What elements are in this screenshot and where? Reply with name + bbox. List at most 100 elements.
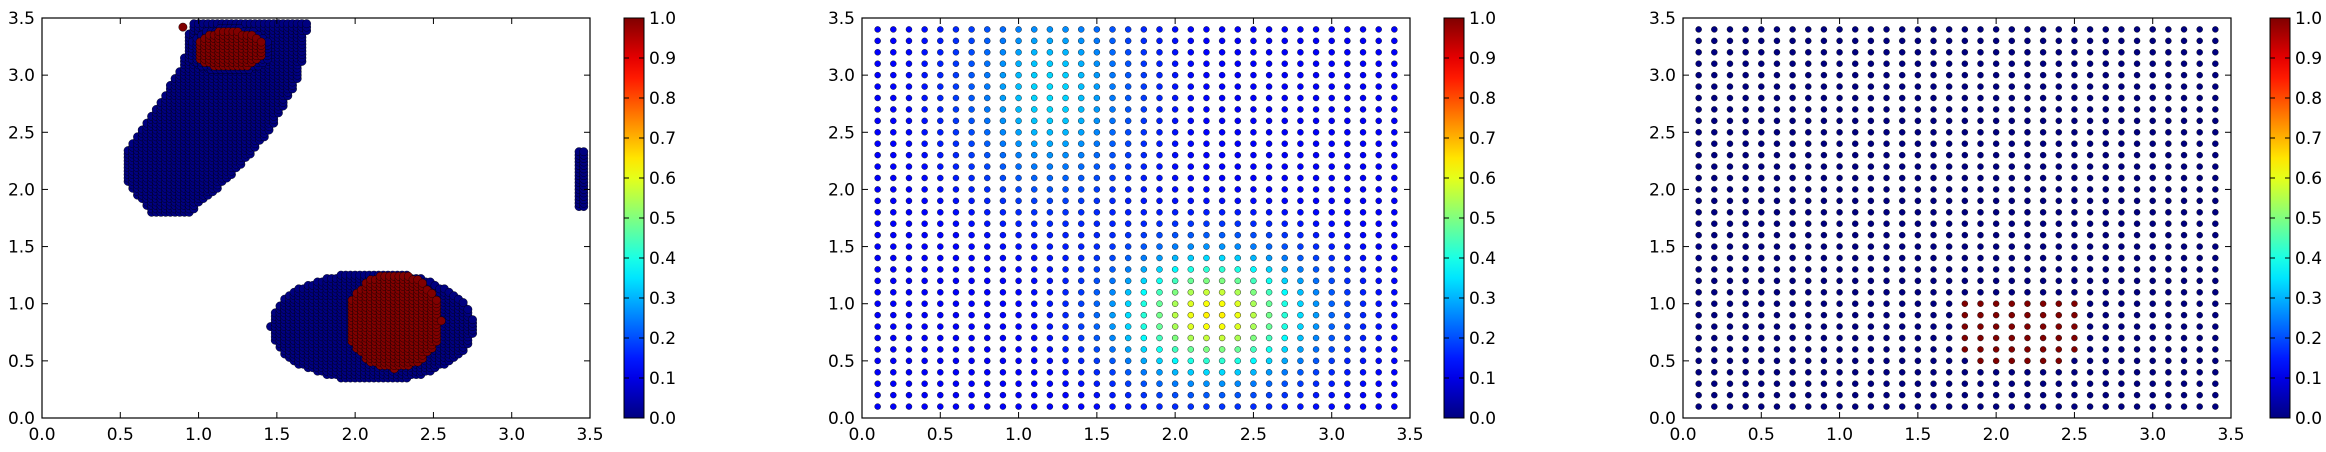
scatter-point <box>1742 163 1749 170</box>
data-points <box>874 26 1398 410</box>
scatter-point <box>1695 254 1702 262</box>
scatter-point <box>1758 403 1765 410</box>
scatter-point <box>1015 26 1022 33</box>
y-tick-label: 3.0 <box>8 66 35 86</box>
scatter-point <box>1140 289 1148 296</box>
scatter-point <box>1109 94 1116 102</box>
scatter-point <box>1344 186 1351 193</box>
scatter-point <box>1187 49 1195 56</box>
scatter-point <box>874 266 881 273</box>
colorbar: 0.00.10.20.30.40.50.60.70.80.91.0 <box>623 9 676 429</box>
scatter-point <box>1758 49 1765 56</box>
scatter-point <box>1391 186 1398 193</box>
scatter-point <box>905 163 913 170</box>
scatter-point <box>1391 334 1398 342</box>
scatter-point <box>874 277 881 285</box>
scatter-point <box>937 254 944 262</box>
scatter-point <box>1375 300 1382 307</box>
scatter-point <box>1234 37 1241 45</box>
scatter-point <box>1093 71 1101 79</box>
scatter-point <box>1187 140 1195 147</box>
scatter-point <box>1867 323 1875 330</box>
scatter-point <box>1031 311 1038 319</box>
scatter-point <box>874 380 881 387</box>
scatter-point <box>1867 49 1875 56</box>
scatter-point <box>1773 83 1781 90</box>
scatter-point <box>1344 174 1351 182</box>
scatter-point <box>1031 140 1038 147</box>
scatter-point <box>1218 71 1226 79</box>
scatter-point <box>1187 403 1195 410</box>
scatter-point <box>1805 334 1812 342</box>
scatter-point <box>1187 37 1195 45</box>
scatter-point <box>1031 403 1038 410</box>
scatter-point <box>1836 369 1843 376</box>
scatter-point <box>1742 94 1749 102</box>
scatter-point <box>1359 26 1367 33</box>
scatter-point <box>1312 129 1320 136</box>
scatter-point <box>999 209 1007 216</box>
scatter-point <box>1109 346 1116 353</box>
scatter-point <box>1297 197 1304 205</box>
scatter-point <box>984 71 991 79</box>
scatter-point <box>1109 380 1116 387</box>
scatter-point <box>1031 71 1038 79</box>
scatter-point <box>999 289 1007 296</box>
scatter-point <box>1391 71 1398 79</box>
scatter-point <box>1281 277 1288 285</box>
scatter-point <box>1391 174 1398 182</box>
scatter-point <box>1109 266 1116 273</box>
scatter-point <box>1391 357 1398 365</box>
scatter-point <box>1344 357 1351 365</box>
scatter-point <box>968 254 975 262</box>
scatter-point <box>1031 266 1038 273</box>
scatter-point <box>1883 266 1890 273</box>
scatter-point <box>1140 254 1148 262</box>
scatter-point <box>1773 254 1781 262</box>
scatter-point <box>999 197 1007 205</box>
scatter-point <box>905 60 913 67</box>
scatter-point <box>952 151 960 159</box>
scatter-point <box>952 403 960 410</box>
scatter-point <box>1124 266 1132 273</box>
scatter-point <box>1359 129 1367 136</box>
scatter-point <box>1124 140 1132 147</box>
scatter-point <box>937 334 944 342</box>
scatter-point <box>1109 209 1116 216</box>
scatter-point <box>1867 186 1875 193</box>
scatter-point <box>937 83 944 90</box>
scatter-point <box>890 311 897 319</box>
scatter-point <box>984 60 991 67</box>
scatter-point <box>1093 231 1101 239</box>
scatter-point <box>1742 311 1749 319</box>
scatter-point <box>1742 289 1749 296</box>
scatter-point <box>874 254 881 262</box>
scatter-point <box>1077 220 1085 227</box>
scatter-point <box>1187 220 1195 227</box>
scatter-point <box>1281 403 1288 410</box>
scatter-point <box>968 26 975 33</box>
scatter-point <box>1250 106 1257 113</box>
scatter-point <box>1297 83 1304 90</box>
scatter-point <box>1312 83 1320 90</box>
scatter-point <box>952 391 960 399</box>
scatter-point <box>1124 346 1132 353</box>
scatter-point <box>1124 129 1132 136</box>
scatter-point <box>1391 37 1398 45</box>
scatter-point <box>1836 346 1843 353</box>
scatter-point <box>921 277 928 285</box>
scatter-point <box>1234 26 1241 33</box>
scatter-point <box>890 94 897 102</box>
scatter-point <box>1867 83 1875 90</box>
scatter-point <box>1250 117 1257 125</box>
scatter-point <box>1187 60 1195 67</box>
scatter-point <box>1344 37 1351 45</box>
scatter-point <box>1015 369 1022 376</box>
scatter-point <box>1789 323 1796 330</box>
scatter-point <box>1773 106 1781 113</box>
scatter-point <box>1203 254 1210 262</box>
scatter-point <box>1265 266 1273 273</box>
scatter-point <box>1312 220 1320 227</box>
scatter-point <box>984 186 991 193</box>
scatter-point <box>1867 334 1875 342</box>
